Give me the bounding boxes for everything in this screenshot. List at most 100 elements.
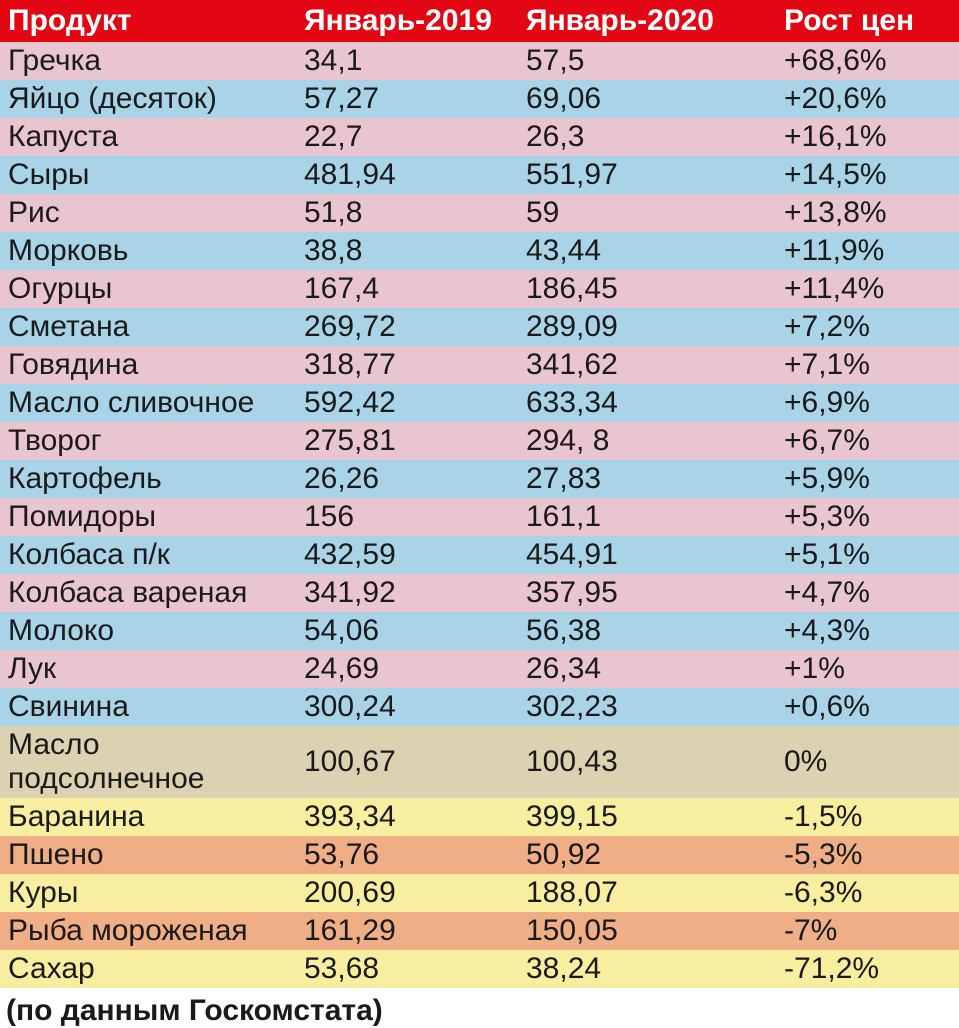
cell-value: 186,45 (518, 270, 776, 308)
cell-growth: -6,3% (776, 874, 959, 912)
cell-value: 200,69 (296, 874, 518, 912)
table-row: Баранина393,34399,15-1,5% (0, 798, 959, 836)
col-header-jan2020: Январь-2020 (518, 0, 776, 42)
table-row: Молоко54,0656,38+4,3% (0, 612, 959, 650)
cell-product: Яйцо (десяток) (0, 80, 296, 118)
cell-growth: -7% (776, 912, 959, 950)
table-row: Морковь38,843,44+11,9% (0, 232, 959, 270)
table-row: Рыба мороженая161,29150,05-7% (0, 912, 959, 950)
cell-growth: +11,4% (776, 270, 959, 308)
cell-value: 54,06 (296, 612, 518, 650)
cell-growth: +5,1% (776, 536, 959, 574)
cell-value: 341,92 (296, 574, 518, 612)
cell-growth: +68,6% (776, 42, 959, 80)
cell-value: 100,67 (296, 726, 518, 798)
cell-product: Рыба мороженая (0, 912, 296, 950)
cell-product: Говядина (0, 346, 296, 384)
table-footnote: (по данным Госкомстата) (0, 988, 959, 1028)
cell-value: 150,05 (518, 912, 776, 950)
cell-product: Огурцы (0, 270, 296, 308)
cell-value: 269,72 (296, 308, 518, 346)
cell-value: 57,5 (518, 42, 776, 80)
table-row: Помидоры156161,1+5,3% (0, 498, 959, 536)
cell-product: Масло подсолнечное (0, 726, 296, 798)
cell-growth: +1% (776, 650, 959, 688)
price-table: Продукт Январь-2019 Январь-2020 Рост цен… (0, 0, 959, 988)
cell-value: 481,94 (296, 156, 518, 194)
cell-growth: +5,9% (776, 460, 959, 498)
cell-growth: -5,3% (776, 836, 959, 874)
cell-product: Творог (0, 422, 296, 460)
cell-value: 161,29 (296, 912, 518, 950)
cell-growth: +5,3% (776, 498, 959, 536)
table-row: Лук24,6926,34+1% (0, 650, 959, 688)
cell-value: 53,68 (296, 950, 518, 988)
cell-growth: +11,9% (776, 232, 959, 270)
cell-value: 38,8 (296, 232, 518, 270)
cell-value: 69,06 (518, 80, 776, 118)
cell-product: Морковь (0, 232, 296, 270)
cell-value: 300,24 (296, 688, 518, 726)
cell-value: 43,44 (518, 232, 776, 270)
table-body: Гречка34,157,5+68,6%Яйцо (десяток)57,276… (0, 42, 959, 988)
cell-value: 38,24 (518, 950, 776, 988)
cell-growth: +20,6% (776, 80, 959, 118)
cell-growth: -1,5% (776, 798, 959, 836)
cell-product: Сахар (0, 950, 296, 988)
cell-product: Сыры (0, 156, 296, 194)
cell-growth: +14,5% (776, 156, 959, 194)
table-row: Яйцо (десяток)57,2769,06+20,6% (0, 80, 959, 118)
cell-product: Куры (0, 874, 296, 912)
cell-growth: +7,2% (776, 308, 959, 346)
cell-growth: +4,3% (776, 612, 959, 650)
cell-growth: +4,7% (776, 574, 959, 612)
cell-value: 59 (518, 194, 776, 232)
table-row: Капуста22,726,3+16,1% (0, 118, 959, 156)
cell-product: Пшено (0, 836, 296, 874)
table-row: Колбаса п/к432,59454,91+5,1% (0, 536, 959, 574)
cell-growth: +16,1% (776, 118, 959, 156)
cell-product: Рис (0, 194, 296, 232)
cell-value: 289,09 (518, 308, 776, 346)
cell-product: Помидоры (0, 498, 296, 536)
cell-product: Капуста (0, 118, 296, 156)
cell-value: 399,15 (518, 798, 776, 836)
table-row: Огурцы167,4186,45+11,4% (0, 270, 959, 308)
table-head: Продукт Январь-2019 Январь-2020 Рост цен (0, 0, 959, 42)
cell-value: 318,77 (296, 346, 518, 384)
cell-value: 432,59 (296, 536, 518, 574)
table-row: Сыры481,94551,97+14,5% (0, 156, 959, 194)
cell-value: 51,8 (296, 194, 518, 232)
cell-value: 341,62 (518, 346, 776, 384)
cell-value: 592,42 (296, 384, 518, 422)
table-row: Картофель26,2627,83+5,9% (0, 460, 959, 498)
cell-value: 22,7 (296, 118, 518, 156)
cell-value: 294, 8 (518, 422, 776, 460)
table-row: Гречка34,157,5+68,6% (0, 42, 959, 80)
cell-value: 24,69 (296, 650, 518, 688)
cell-product: Картофель (0, 460, 296, 498)
cell-value: 53,76 (296, 836, 518, 874)
table-row: Сахар53,6838,24-71,2% (0, 950, 959, 988)
table-row: Масло сливочное592,42633,34+6,9% (0, 384, 959, 422)
table-row: Куры200,69188,07-6,3% (0, 874, 959, 912)
header-row: Продукт Январь-2019 Январь-2020 Рост цен (0, 0, 959, 42)
cell-value: 393,34 (296, 798, 518, 836)
cell-product: Колбаса вареная (0, 574, 296, 612)
cell-value: 56,38 (518, 612, 776, 650)
cell-value: 26,3 (518, 118, 776, 156)
table-row: Масло подсолнечное100,67100,430% (0, 726, 959, 798)
table-row: Пшено53,7650,92-5,3% (0, 836, 959, 874)
cell-value: 156 (296, 498, 518, 536)
cell-value: 357,95 (518, 574, 776, 612)
cell-value: 57,27 (296, 80, 518, 118)
cell-growth: 0% (776, 726, 959, 798)
cell-value: 454,91 (518, 536, 776, 574)
cell-growth: +7,1% (776, 346, 959, 384)
cell-product: Гречка (0, 42, 296, 80)
cell-value: 100,43 (518, 726, 776, 798)
cell-growth: +6,7% (776, 422, 959, 460)
cell-value: 161,1 (518, 498, 776, 536)
cell-growth: -71,2% (776, 950, 959, 988)
table-row: Колбаса вареная341,92357,95+4,7% (0, 574, 959, 612)
